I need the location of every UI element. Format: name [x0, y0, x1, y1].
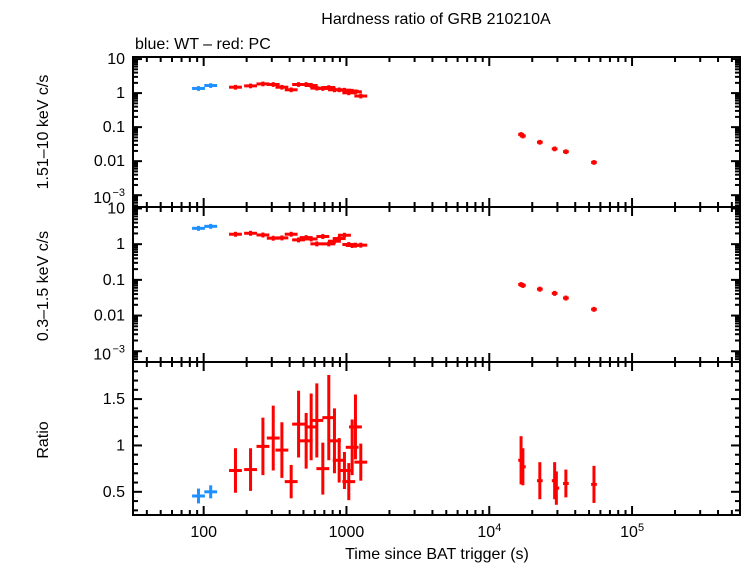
y-tick-label: 0.1: [103, 119, 125, 136]
data-point: [244, 448, 257, 491]
x-tick-label: 10: [477, 524, 495, 541]
data-point: [292, 390, 306, 458]
data-point: [284, 87, 298, 93]
data-point: [551, 146, 558, 152]
panel-frame-1: [132, 206, 741, 363]
data-point: [229, 231, 242, 237]
data-point: [229, 448, 242, 493]
middle-ylabel: 0.3–1.5 keV c/s: [35, 231, 52, 341]
chart-title: Hardness ratio of GRB 210210A: [321, 11, 551, 28]
y-tick-label: 10: [107, 51, 125, 68]
data-point: [520, 448, 526, 486]
data-point: [553, 471, 560, 505]
data-point: [354, 242, 368, 248]
y-tick-label: 0.1: [103, 272, 125, 289]
y-tick-label: 10: [93, 346, 111, 363]
data-point: [266, 82, 280, 87]
y-tick-label: 0.01: [94, 308, 125, 325]
data-point: [229, 84, 242, 90]
data-point: [536, 286, 543, 292]
data-point: [591, 465, 597, 503]
data-point: [192, 488, 205, 504]
series-WT: [192, 485, 218, 504]
y-tick-label: 1: [116, 437, 125, 454]
data-point: [204, 83, 218, 88]
y-tick-exponent: −3: [112, 343, 125, 355]
x-tick-label: 10: [620, 524, 638, 541]
data-point: [256, 232, 270, 238]
series-PC: [229, 230, 597, 312]
series-WT: [192, 83, 218, 91]
data-point: [563, 295, 569, 301]
data-point: [332, 236, 346, 242]
y-tick-label: 1: [116, 236, 125, 253]
data-point: [244, 230, 257, 236]
data-point: [536, 462, 543, 500]
data-point: [338, 232, 351, 238]
data-point: [563, 149, 569, 155]
data-point: [204, 485, 218, 499]
data-point: [256, 417, 270, 476]
y-tick-label: 10: [107, 200, 125, 217]
data-point: [192, 86, 205, 91]
data-point: [275, 422, 289, 478]
data-point: [192, 225, 205, 231]
data-point: [591, 306, 597, 312]
data-point: [316, 442, 330, 495]
y-tick-label: 1: [116, 85, 125, 102]
y-tick-exponent: −3: [112, 187, 125, 199]
data-point: [349, 89, 362, 95]
chart-subtitle: blue: WT – red: PC: [135, 36, 271, 53]
series-PC: [229, 374, 597, 505]
y-tick-label: 10: [93, 190, 111, 207]
data-point: [342, 463, 356, 501]
y-tick-label: 1.5: [103, 391, 125, 408]
data-point: [551, 290, 558, 296]
data-point: [266, 405, 280, 471]
x-axis-label: Time since BAT trigger (s): [345, 546, 529, 563]
data-point: [520, 282, 526, 288]
data-point: [304, 236, 318, 242]
y-tick-label: 0.01: [94, 153, 125, 170]
data-point: [354, 93, 368, 99]
data-point: [520, 133, 526, 139]
data-point: [310, 241, 324, 247]
x-tick-exponent: 5: [638, 522, 644, 534]
data-point: [284, 464, 298, 499]
data-point: [563, 469, 569, 498]
panel-frame-2: [132, 361, 741, 516]
series-WT: [192, 223, 218, 231]
data-point: [349, 394, 362, 460]
y-tick-label: 0.5: [103, 484, 125, 501]
top-ylabel: 1.51–10 keV c/s: [35, 75, 52, 190]
data-point: [316, 234, 330, 240]
data-point: [292, 237, 306, 243]
data-point: [310, 383, 324, 458]
data-point: [284, 231, 298, 237]
data-point: [244, 83, 257, 89]
data-point: [354, 443, 368, 481]
panel-frame-0: [132, 56, 741, 208]
data-point: [275, 235, 289, 241]
x-tick-label: 1000: [329, 524, 365, 541]
data-point: [536, 139, 543, 145]
data-point: [204, 223, 218, 229]
x-tick-exponent: 4: [495, 522, 501, 534]
series-PC: [229, 81, 597, 165]
bottom-ylabel: Ratio: [35, 421, 52, 458]
data-point: [591, 160, 597, 165]
data-point: [275, 84, 289, 90]
x-tick-label: 100: [190, 524, 217, 541]
